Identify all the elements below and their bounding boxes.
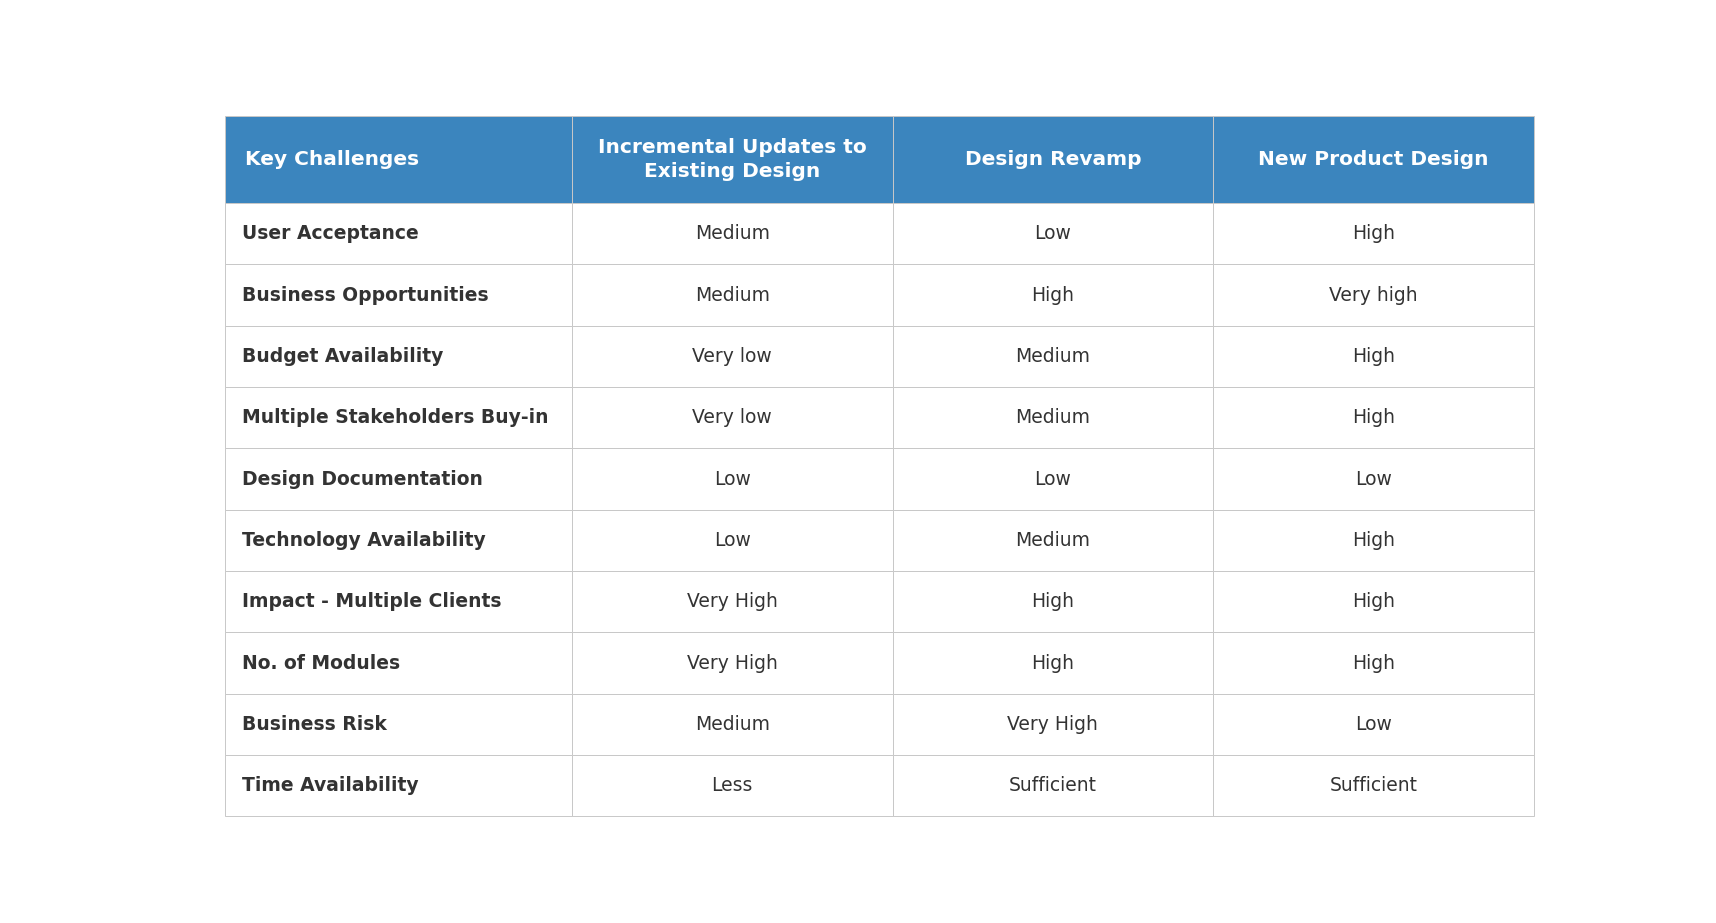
- Bar: [225, 449, 571, 509]
- Bar: [571, 115, 892, 203]
- Bar: [571, 694, 892, 755]
- Text: Very low: Very low: [692, 347, 772, 366]
- Bar: [892, 509, 1213, 571]
- Text: Very high: Very high: [1330, 285, 1417, 305]
- Text: Budget Availability: Budget Availability: [242, 347, 444, 366]
- Text: Very High: Very High: [1007, 715, 1098, 734]
- Bar: [1213, 632, 1534, 694]
- Text: High: High: [1031, 593, 1074, 611]
- Bar: [571, 449, 892, 509]
- Text: Business Opportunities: Business Opportunities: [242, 285, 489, 305]
- Text: Business Risk: Business Risk: [242, 715, 388, 734]
- Text: Low: Low: [1356, 715, 1392, 734]
- Bar: [571, 509, 892, 571]
- Text: Very low: Very low: [692, 408, 772, 427]
- Text: High: High: [1352, 653, 1395, 673]
- Bar: [892, 449, 1213, 509]
- Text: Medium: Medium: [695, 224, 770, 244]
- Bar: [571, 387, 892, 449]
- Text: Very High: Very High: [686, 653, 777, 673]
- Bar: [1213, 326, 1534, 387]
- Bar: [571, 265, 892, 326]
- Bar: [225, 265, 571, 326]
- Bar: [1213, 509, 1534, 571]
- Bar: [892, 632, 1213, 694]
- Text: Medium: Medium: [1016, 347, 1090, 366]
- Bar: [892, 694, 1213, 755]
- Text: High: High: [1352, 408, 1395, 427]
- Text: Design Documentation: Design Documentation: [242, 470, 484, 488]
- Bar: [225, 694, 571, 755]
- Bar: [571, 571, 892, 632]
- Text: Low: Low: [714, 470, 750, 488]
- Bar: [1213, 115, 1534, 203]
- Bar: [1213, 755, 1534, 817]
- Text: Very High: Very High: [686, 593, 777, 611]
- Text: Medium: Medium: [1016, 408, 1090, 427]
- Bar: [892, 115, 1213, 203]
- Text: Low: Low: [1035, 224, 1071, 244]
- Bar: [571, 755, 892, 817]
- Text: Less: Less: [712, 776, 753, 796]
- Bar: [225, 387, 571, 449]
- Text: Medium: Medium: [695, 285, 770, 305]
- Text: User Acceptance: User Acceptance: [242, 224, 419, 244]
- Bar: [1213, 265, 1534, 326]
- Text: High: High: [1031, 285, 1074, 305]
- Bar: [892, 571, 1213, 632]
- Bar: [1213, 387, 1534, 449]
- Text: Sufficient: Sufficient: [1330, 776, 1417, 796]
- Bar: [571, 632, 892, 694]
- Text: New Product Design: New Product Design: [1258, 150, 1489, 169]
- Bar: [225, 755, 571, 817]
- Bar: [225, 632, 571, 694]
- Text: High: High: [1352, 347, 1395, 366]
- Bar: [225, 571, 571, 632]
- Text: Impact - Multiple Clients: Impact - Multiple Clients: [242, 593, 501, 611]
- Text: Sufficient: Sufficient: [1009, 776, 1097, 796]
- Bar: [225, 509, 571, 571]
- Bar: [571, 203, 892, 265]
- Bar: [892, 387, 1213, 449]
- Text: Multiple Stakeholders Buy-in: Multiple Stakeholders Buy-in: [242, 408, 549, 427]
- Text: Time Availability: Time Availability: [242, 776, 419, 796]
- Text: Key Challenges: Key Challenges: [245, 150, 419, 169]
- Bar: [225, 115, 571, 203]
- Text: Low: Low: [714, 531, 750, 550]
- Text: Low: Low: [1035, 470, 1071, 488]
- Bar: [225, 203, 571, 265]
- Bar: [1213, 571, 1534, 632]
- Bar: [892, 203, 1213, 265]
- Bar: [1213, 203, 1534, 265]
- Text: High: High: [1031, 653, 1074, 673]
- Bar: [892, 326, 1213, 387]
- Bar: [892, 755, 1213, 817]
- Text: High: High: [1352, 531, 1395, 550]
- Text: High: High: [1352, 224, 1395, 244]
- Text: No. of Modules: No. of Modules: [242, 653, 400, 673]
- Text: Medium: Medium: [695, 715, 770, 734]
- Bar: [1213, 694, 1534, 755]
- Text: Medium: Medium: [1016, 531, 1090, 550]
- Bar: [892, 265, 1213, 326]
- Text: Design Revamp: Design Revamp: [964, 150, 1141, 169]
- Text: Incremental Updates to
Existing Design: Incremental Updates to Existing Design: [597, 138, 867, 181]
- Text: Low: Low: [1356, 470, 1392, 488]
- Text: High: High: [1352, 593, 1395, 611]
- Text: Technology Availability: Technology Availability: [242, 531, 486, 550]
- Bar: [1213, 449, 1534, 509]
- Bar: [571, 326, 892, 387]
- Bar: [225, 326, 571, 387]
